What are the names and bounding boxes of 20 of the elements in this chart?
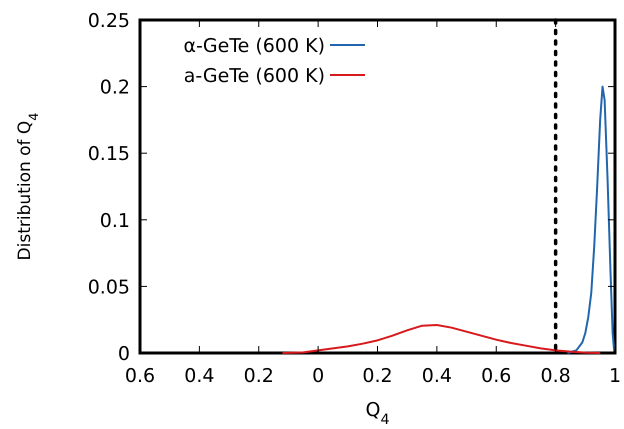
legend-label: α-GeTe (600 K) [184, 35, 325, 57]
line-series [566, 86, 616, 354]
x-tick-label: 0.8 [540, 365, 571, 387]
y-tick-label: 0.25 [88, 10, 130, 32]
x-tick-label: 0 [312, 365, 324, 387]
x-tick-label: 1 [608, 365, 622, 387]
y-tick-label: 0.2 [100, 76, 130, 99]
x-tick-label: 0.4 [184, 365, 214, 387]
y-tick-label: 0 [118, 343, 130, 365]
x-tick-label: 0.2 [362, 365, 393, 387]
x-tick-label: 0.6 [481, 365, 512, 387]
x-tick-label: 0.4 [422, 365, 452, 387]
x-tick-label: 0.6 [124, 365, 156, 387]
x-axis-title: Q$_{4}$ [365, 399, 390, 428]
y-tick-label: 0.1 [100, 210, 130, 232]
legend-label: a-GeTe (600 K) [184, 65, 325, 87]
y-tick-label: 0.15 [88, 143, 130, 166]
y-tick-label: 0.05 [88, 276, 130, 298]
line-series [282, 324, 602, 354]
x-tick-label: 0.2 [244, 365, 274, 387]
